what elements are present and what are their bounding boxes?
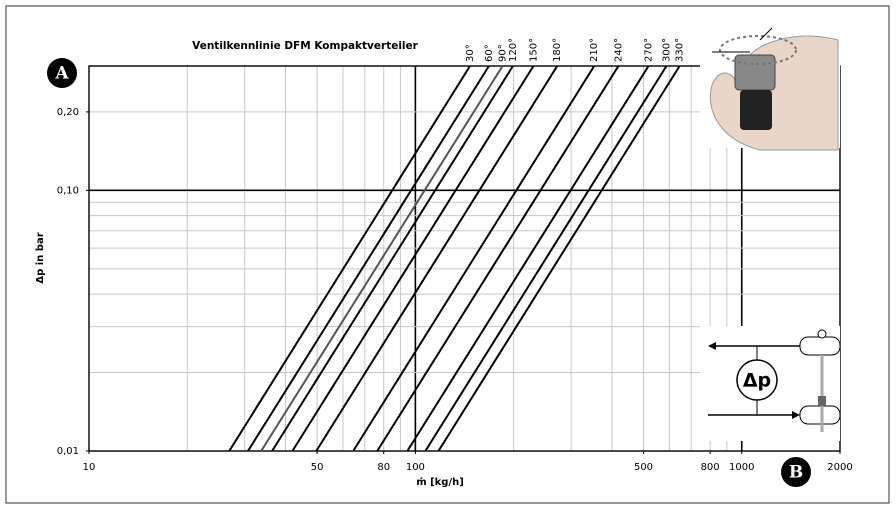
curve-label: 240° bbox=[613, 38, 624, 62]
chart: Ventilkennlinie DFM Kompaktverteiler ṁ [… bbox=[0, 0, 896, 510]
curve-label: 270° bbox=[644, 38, 655, 62]
curve-label: 60° bbox=[484, 44, 495, 62]
valve-photo bbox=[700, 18, 840, 150]
curve-label: 180° bbox=[552, 38, 563, 62]
curve-label: 90° bbox=[498, 44, 509, 62]
curve-label: 120° bbox=[508, 38, 519, 62]
badge-label: A bbox=[54, 64, 69, 84]
x-tick-label: 50 bbox=[311, 462, 324, 473]
curve-label: 30° bbox=[465, 44, 476, 62]
x-tick-label: 1000 bbox=[729, 462, 754, 473]
y-axis-label: Δp in bar bbox=[35, 232, 46, 283]
curve-label: 330° bbox=[675, 38, 686, 62]
curve-label: 150° bbox=[528, 38, 539, 62]
x-tick-label: 800 bbox=[701, 462, 720, 473]
curve-label: 300° bbox=[661, 38, 672, 62]
x-tick-label: 10 bbox=[83, 462, 96, 473]
curve-label: 210° bbox=[589, 38, 600, 62]
y-tick-label: 0,20 bbox=[57, 107, 79, 118]
x-tick-label: 500 bbox=[634, 462, 653, 473]
dp-symbol: Δp bbox=[743, 370, 771, 392]
badge-label: B bbox=[789, 463, 803, 483]
x-tick-label: 2000 bbox=[827, 462, 852, 473]
x-tick-label: 80 bbox=[377, 462, 390, 473]
x-axis-label: ṁ [kg/h] bbox=[416, 477, 464, 488]
y-tick-label: 0,01 bbox=[57, 446, 79, 457]
x-tick-label: 100 bbox=[406, 462, 425, 473]
chart-title: Ventilkennlinie DFM Kompaktverteiler bbox=[192, 40, 418, 52]
y-tick-label: 0,10 bbox=[57, 185, 79, 196]
